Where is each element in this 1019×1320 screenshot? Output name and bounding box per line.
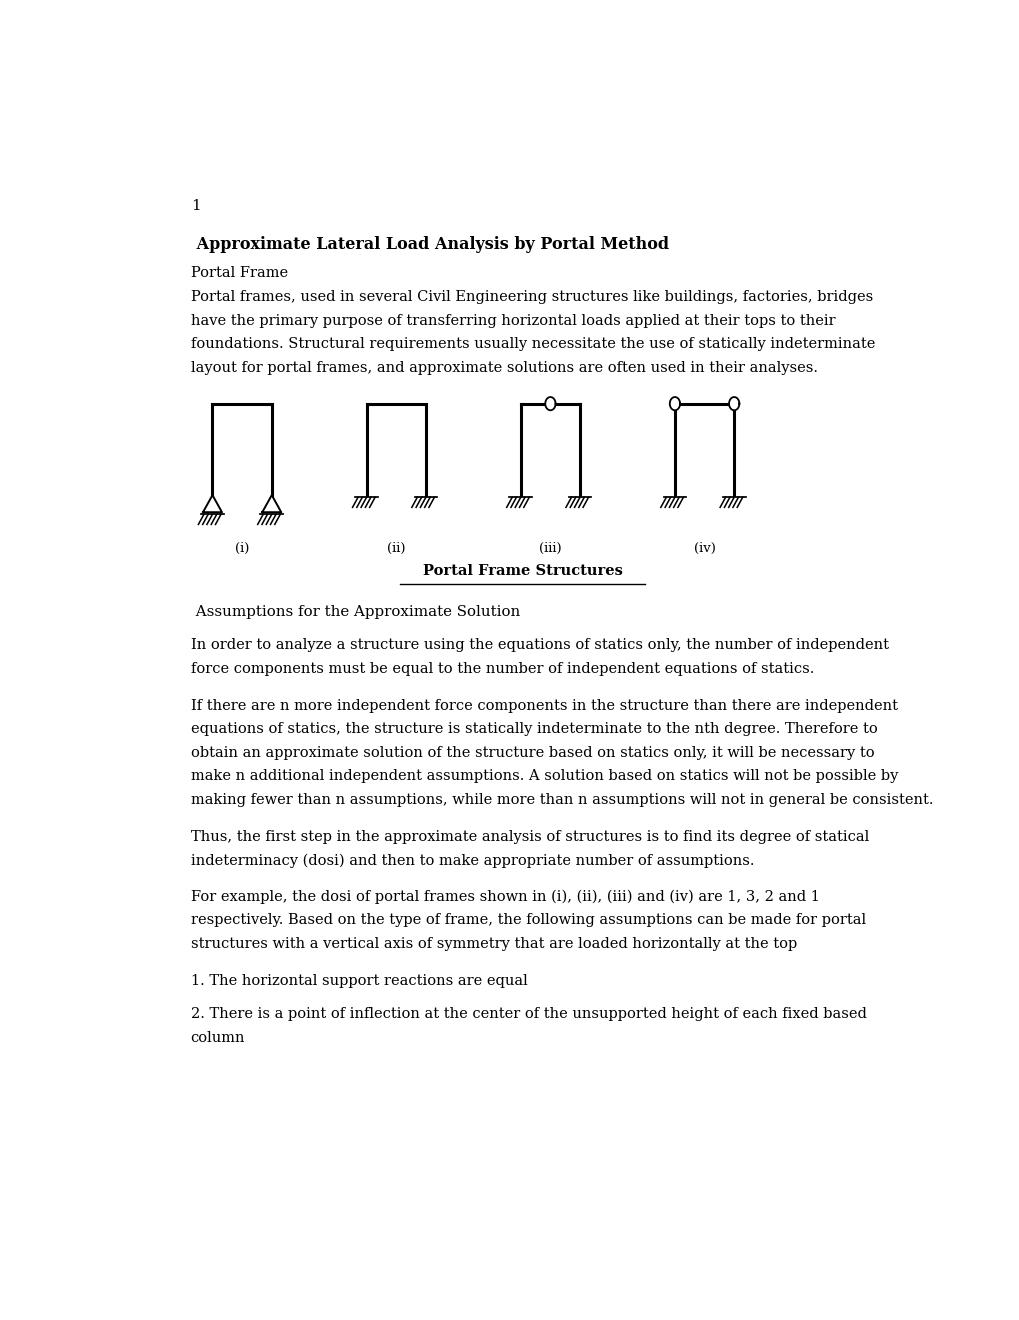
Text: 1: 1 — [191, 199, 201, 213]
Text: Assumptions for the Approximate Solution: Assumptions for the Approximate Solution — [191, 605, 520, 619]
Polygon shape — [545, 397, 555, 411]
Text: respectively. Based on the type of frame, the following assumptions can be made : respectively. Based on the type of frame… — [191, 913, 865, 928]
Text: layout for portal frames, and approximate solutions are often used in their anal: layout for portal frames, and approximat… — [191, 360, 817, 375]
Text: For example, the dosi of portal frames shown in (i), (ii), (iii) and (iv) are 1,: For example, the dosi of portal frames s… — [191, 890, 819, 904]
Text: column: column — [191, 1031, 245, 1045]
Text: indeterminacy (dosi) and then to make appropriate number of assumptions.: indeterminacy (dosi) and then to make ap… — [191, 853, 753, 867]
Text: In order to analyze a structure using the equations of statics only, the number : In order to analyze a structure using th… — [191, 639, 888, 652]
Text: Thus, the first step in the approximate analysis of structures is to find its de: Thus, the first step in the approximate … — [191, 830, 868, 843]
Text: obtain an approximate solution of the structure based on statics only, it will b: obtain an approximate solution of the st… — [191, 746, 873, 760]
Text: If there are n more independent force components in the structure than there are: If there are n more independent force co… — [191, 698, 897, 713]
Text: Portal Frame Structures: Portal Frame Structures — [423, 564, 622, 578]
Polygon shape — [729, 397, 739, 411]
Text: (iv): (iv) — [693, 543, 714, 554]
Polygon shape — [669, 397, 680, 411]
Text: equations of statics, the structure is statically indeterminate to the nth degre: equations of statics, the structure is s… — [191, 722, 876, 737]
Text: Portal Frame: Portal Frame — [191, 265, 287, 280]
Text: structures with a vertical axis of symmetry that are loaded horizontally at the : structures with a vertical axis of symme… — [191, 937, 796, 950]
Text: Portal frames, used in several Civil Engineering structures like buildings, fact: Portal frames, used in several Civil Eng… — [191, 290, 872, 305]
Text: (i): (i) — [234, 543, 249, 554]
Text: Approximate Lateral Load Analysis by Portal Method: Approximate Lateral Load Analysis by Por… — [191, 236, 668, 252]
Text: foundations. Structural requirements usually necessitate the use of statically i: foundations. Structural requirements usu… — [191, 338, 874, 351]
Text: force components must be equal to the number of independent equations of statics: force components must be equal to the nu… — [191, 661, 813, 676]
Text: 1. The horizontal support reactions are equal: 1. The horizontal support reactions are … — [191, 974, 527, 987]
Text: (ii): (ii) — [386, 543, 406, 554]
Text: making fewer than n assumptions, while more than n assumptions will not in gener: making fewer than n assumptions, while m… — [191, 793, 932, 807]
Text: make n additional independent assumptions. A solution based on statics will not : make n additional independent assumption… — [191, 770, 898, 783]
Text: have the primary purpose of transferring horizontal loads applied at their tops : have the primary purpose of transferring… — [191, 314, 835, 327]
Text: (iii): (iii) — [539, 543, 561, 554]
Text: 2. There is a point of inflection at the center of the unsupported height of eac: 2. There is a point of inflection at the… — [191, 1007, 866, 1022]
